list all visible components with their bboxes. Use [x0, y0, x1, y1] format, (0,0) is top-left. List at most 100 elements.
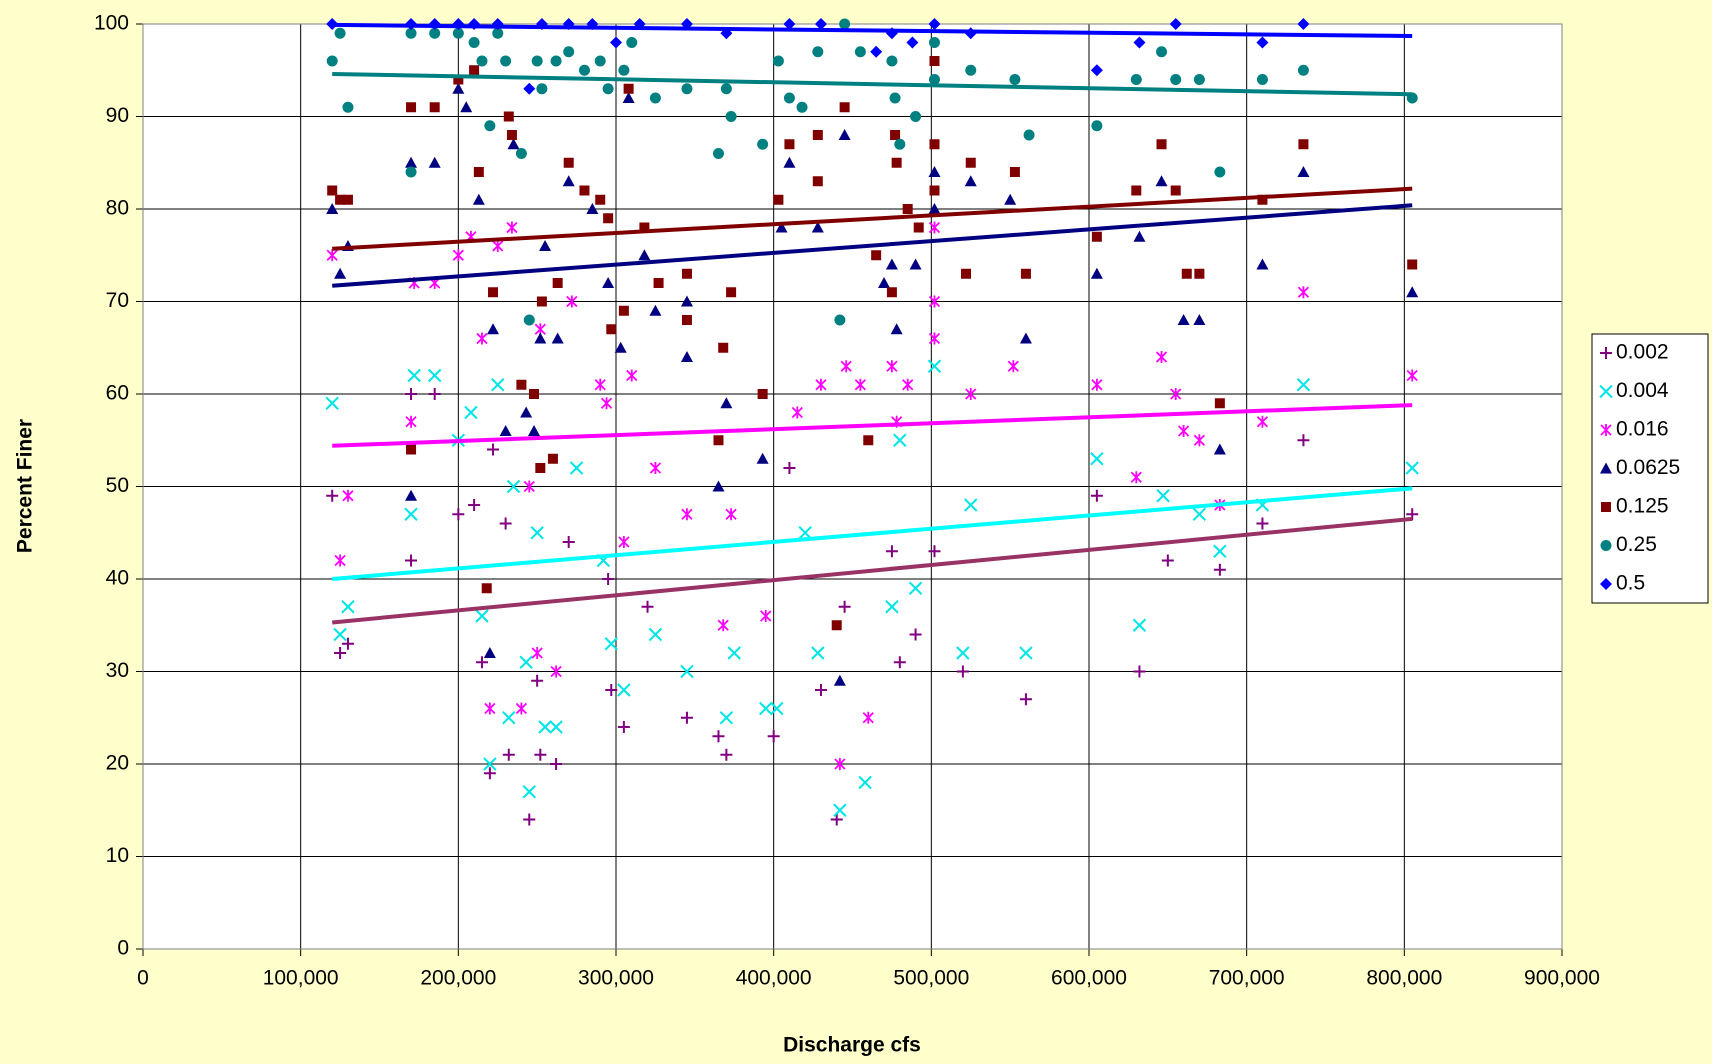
point [341, 600, 355, 614]
point [1214, 166, 1226, 178]
point [638, 249, 651, 261]
point [1130, 74, 1142, 85]
point [602, 277, 615, 288]
point [965, 64, 977, 76]
point [473, 167, 484, 177]
point [956, 665, 969, 678]
legend-label: 0.002 [1616, 341, 1669, 364]
point [893, 433, 907, 447]
point [603, 213, 614, 224]
point [680, 351, 693, 362]
point [476, 332, 488, 345]
point [890, 323, 903, 335]
point [910, 111, 922, 122]
trend-line [332, 186, 1413, 251]
point [1194, 268, 1205, 279]
point [1193, 314, 1206, 325]
point [586, 203, 599, 214]
legend-label: 0.125 [1616, 495, 1669, 518]
point [839, 18, 851, 30]
point [712, 148, 724, 159]
point [481, 583, 492, 594]
point [617, 683, 631, 697]
point [626, 37, 638, 48]
point [1007, 360, 1019, 373]
point [342, 194, 353, 205]
point [405, 156, 418, 168]
point [405, 388, 418, 400]
point [333, 627, 347, 642]
point [791, 406, 803, 419]
point [1133, 230, 1146, 242]
point [909, 258, 922, 270]
point [712, 480, 725, 492]
point [893, 656, 906, 669]
point [783, 92, 795, 104]
point [757, 389, 768, 399]
point [928, 332, 941, 345]
point [798, 526, 812, 540]
point [1091, 378, 1103, 391]
point [1130, 471, 1142, 484]
point [1406, 508, 1419, 521]
point [928, 18, 941, 30]
point [1256, 258, 1269, 270]
point [472, 193, 485, 205]
point [961, 268, 972, 279]
x-tick-label: 300,000 [578, 967, 654, 990]
point [1177, 314, 1190, 325]
point [886, 287, 897, 298]
point [1019, 693, 1032, 706]
point [506, 479, 521, 494]
y-tick-label: 50 [106, 474, 129, 497]
point [1023, 129, 1035, 141]
point [475, 656, 488, 669]
point [618, 64, 630, 76]
point [523, 813, 536, 826]
point [834, 758, 846, 770]
point [563, 46, 575, 58]
point [833, 803, 847, 817]
point [1004, 193, 1017, 205]
point [770, 701, 784, 716]
point [772, 55, 784, 67]
point [1090, 489, 1103, 502]
x-tick-label: 900,000 [1524, 967, 1600, 990]
point [406, 444, 417, 455]
point [814, 684, 827, 696]
point [551, 332, 564, 344]
point [929, 139, 940, 150]
point [452, 27, 464, 39]
point [428, 156, 441, 168]
x-tick-label: 200,000 [420, 967, 496, 990]
point [507, 138, 520, 150]
point [1019, 646, 1033, 660]
point [519, 655, 533, 669]
point [1170, 185, 1181, 196]
point [1131, 185, 1142, 196]
y-tick-label: 60 [106, 382, 129, 405]
point [1407, 259, 1418, 270]
point [468, 499, 481, 511]
point [928, 166, 941, 177]
point [1169, 18, 1182, 30]
legend-marker [1599, 384, 1613, 399]
point [1213, 563, 1226, 576]
point [964, 175, 977, 187]
point [831, 620, 842, 631]
point [1192, 507, 1207, 521]
point [838, 129, 851, 140]
point [626, 369, 638, 382]
trend-line [332, 516, 1413, 625]
point [906, 36, 919, 49]
point [334, 647, 347, 659]
x-tick-label: 0 [137, 967, 149, 990]
point [1256, 415, 1269, 428]
point [602, 573, 615, 585]
point [712, 730, 725, 743]
point [326, 18, 339, 30]
point [759, 701, 773, 716]
point [840, 360, 852, 373]
